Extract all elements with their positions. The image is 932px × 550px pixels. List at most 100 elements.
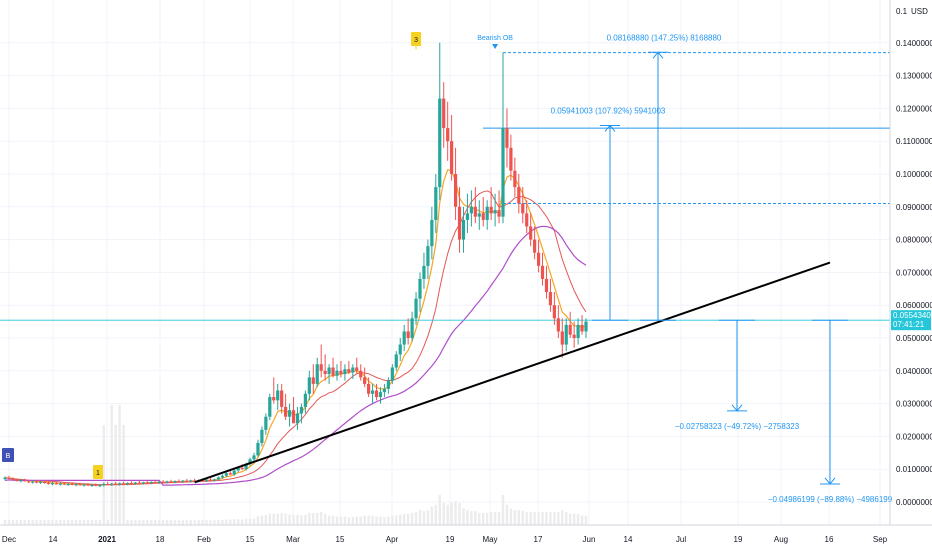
volume-bar (169, 520, 173, 525)
volume-bar (521, 511, 524, 525)
candle-body (481, 213, 485, 220)
volume-bar (276, 513, 279, 525)
candle-body (307, 377, 311, 394)
candle-body (580, 324, 584, 332)
volume-bar (209, 520, 212, 525)
candle-body (86, 484, 90, 486)
candle-body (272, 397, 276, 401)
volume-bar (304, 514, 307, 525)
volume-bar (233, 519, 236, 525)
candle-body (398, 344, 402, 355)
volume-bar (576, 513, 580, 525)
volume-bar (466, 510, 469, 525)
measure-arrow (652, 51, 664, 59)
candle-body (521, 203, 525, 214)
badge-3 (411, 32, 422, 46)
volume-bar (462, 508, 465, 525)
candle-body (363, 377, 367, 384)
volume-bar (110, 405, 113, 525)
volume-bar (134, 520, 137, 525)
candle-body (70, 483, 74, 485)
volume-bar (173, 520, 177, 525)
candle-body (23, 480, 27, 482)
candle-body (367, 383, 371, 394)
bearish-ob-label: Bearish OB (477, 35, 513, 42)
time-tick-label: May (482, 535, 497, 544)
candle-body (291, 410, 296, 424)
volume-bar (537, 512, 540, 525)
volume-bar (572, 513, 576, 525)
volume-bar (70, 520, 74, 525)
volume-bar (244, 518, 248, 525)
volume-bar (94, 520, 98, 525)
candle-body (430, 219, 434, 247)
candle-body (244, 463, 248, 470)
candle-body (133, 482, 138, 484)
time-tick-label: 2021 (98, 535, 116, 544)
time-axis[interactable]: Dec 14 2021 18 Feb 15 Mar 15 Apr 19 May 17 Jun 14 Jul 1… (0, 524, 932, 544)
candle-body (284, 406, 288, 417)
volume-bar (27, 520, 30, 525)
candle-body (473, 206, 477, 217)
candle-body (3, 477, 7, 480)
candle-body (540, 265, 545, 279)
candle-body (169, 481, 173, 483)
volume-bar (525, 512, 528, 525)
candle-body (576, 324, 580, 338)
candle-body (311, 377, 315, 384)
candle-body (319, 364, 323, 371)
candle-body (216, 477, 221, 480)
candle-body (513, 170, 517, 188)
candle-body (129, 482, 134, 484)
volume-bar (323, 513, 327, 525)
volume-bar (157, 520, 161, 525)
volume-bar (43, 520, 46, 525)
candle-body (351, 367, 355, 373)
volume-bar (114, 425, 117, 525)
candle-body (236, 467, 240, 471)
candle-body (161, 481, 165, 483)
candle-body (220, 475, 224, 478)
volume-bar (11, 520, 15, 525)
volume-bar (335, 516, 339, 525)
candle-body (410, 318, 414, 338)
volume-bar (316, 512, 319, 525)
candle-body (493, 210, 497, 214)
time-tick-label: 19 (446, 535, 455, 544)
volume-bar (402, 513, 406, 525)
volume-bar (387, 516, 390, 525)
volume-bar (142, 520, 145, 525)
time-tick-label: 15 (336, 535, 345, 544)
candle-body (118, 483, 122, 485)
volume-bar (86, 520, 90, 525)
candle-body (264, 416, 268, 430)
volume-bar (264, 515, 268, 525)
candle-body (228, 473, 232, 475)
volume-bar (7, 520, 11, 525)
volume-bar (359, 516, 362, 525)
volume-bar (165, 520, 169, 525)
volume-bar (82, 520, 86, 525)
candle-body (450, 141, 454, 174)
candle-body (331, 367, 335, 376)
candle-body (533, 239, 537, 253)
candle-body (141, 482, 145, 484)
volume-bar (434, 504, 438, 525)
volume-bar (482, 512, 485, 525)
candle-body (110, 483, 114, 485)
candle-body (15, 479, 19, 482)
candle-body (556, 318, 560, 332)
volume-bar (501, 495, 505, 525)
volume-bar (118, 405, 121, 525)
volume-bar (248, 518, 252, 525)
candle-body (35, 481, 39, 483)
volume-bar (355, 516, 358, 525)
volume-bar (177, 520, 181, 525)
time-tick-label: 15 (246, 535, 255, 544)
volume-bar (122, 425, 125, 525)
candle-body (335, 370, 339, 376)
